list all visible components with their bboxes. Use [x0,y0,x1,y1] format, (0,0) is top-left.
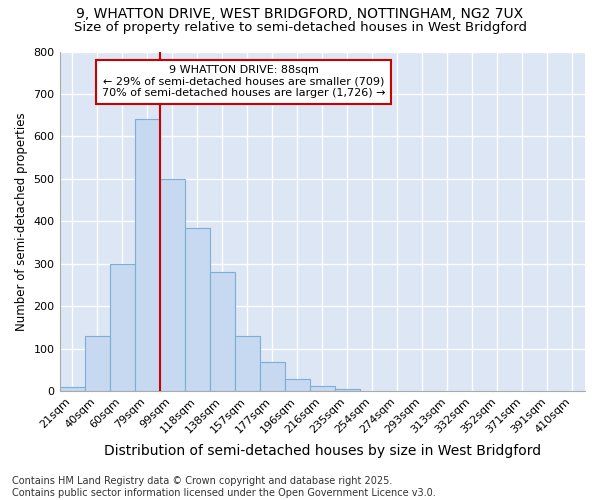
Bar [310,386,335,392]
Bar [235,336,260,392]
Text: Contains HM Land Registry data © Crown copyright and database right 2025.
Contai: Contains HM Land Registry data © Crown c… [12,476,436,498]
Bar [59,387,85,392]
Bar [285,380,310,392]
Bar [110,264,134,392]
Bar [260,362,285,392]
Bar [185,228,209,392]
Bar [134,120,160,392]
Text: 9 WHATTON DRIVE: 88sqm
← 29% of semi-detached houses are smaller (709)
70% of se: 9 WHATTON DRIVE: 88sqm ← 29% of semi-det… [102,65,385,98]
Y-axis label: Number of semi-detached properties: Number of semi-detached properties [15,112,28,330]
Text: Size of property relative to semi-detached houses in West Bridgford: Size of property relative to semi-detach… [74,21,527,34]
X-axis label: Distribution of semi-detached houses by size in West Bridgford: Distribution of semi-detached houses by … [104,444,541,458]
Bar [160,179,185,392]
Bar [335,389,360,392]
Bar [209,272,235,392]
Text: 9, WHATTON DRIVE, WEST BRIDGFORD, NOTTINGHAM, NG2 7UX: 9, WHATTON DRIVE, WEST BRIDGFORD, NOTTIN… [76,8,524,22]
Bar [85,336,110,392]
